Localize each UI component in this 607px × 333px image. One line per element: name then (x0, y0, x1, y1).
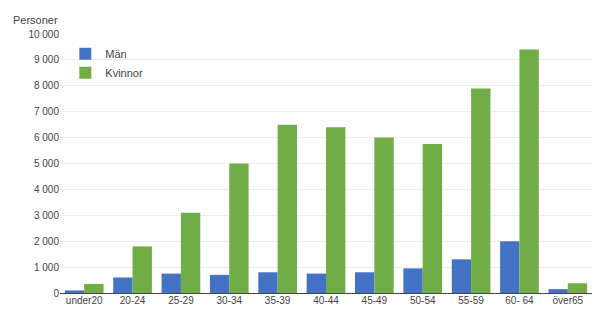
svg-text:5 000: 5 000 (34, 158, 59, 169)
svg-text:20-24: 20-24 (120, 295, 146, 306)
svg-text:50-54: 50-54 (410, 295, 436, 306)
svg-text:under20: under20 (66, 295, 103, 306)
svg-text:1 000: 1 000 (34, 262, 59, 273)
svg-text:45-49: 45-49 (362, 295, 388, 306)
svg-text:0: 0 (53, 288, 59, 299)
svg-text:10 000: 10 000 (28, 29, 59, 40)
svg-text:8 000: 8 000 (34, 80, 59, 91)
svg-text:2 000: 2 000 (34, 236, 59, 247)
svg-text:55-59: 55-59 (458, 295, 484, 306)
svg-text:Kvinnor: Kvinnor (105, 67, 143, 79)
svg-text:7 000: 7 000 (34, 106, 59, 117)
svg-text:3 000: 3 000 (34, 210, 59, 221)
svg-text:6 000: 6 000 (34, 132, 59, 143)
svg-text:4 000: 4 000 (34, 184, 59, 195)
svg-text:Personer: Personer (13, 14, 58, 26)
svg-text:30-34: 30-34 (216, 295, 242, 306)
svg-text:60- 64: 60- 64 (505, 295, 534, 306)
svg-text:35-39: 35-39 (265, 295, 291, 306)
svg-text:40-44: 40-44 (313, 295, 339, 306)
svg-text:9 000: 9 000 (34, 54, 59, 65)
svg-text:över65: över65 (553, 295, 584, 306)
svg-text:25-29: 25-29 (168, 295, 194, 306)
svg-text:Män: Män (105, 48, 126, 60)
